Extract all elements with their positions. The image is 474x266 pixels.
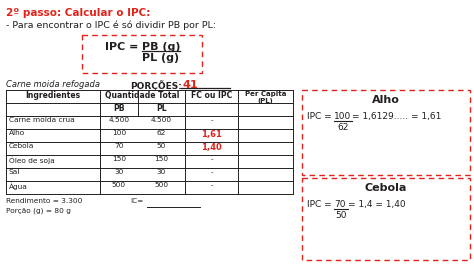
Text: Cebola: Cebola	[365, 183, 407, 193]
Text: PL (g): PL (g)	[143, 53, 180, 63]
Text: IPC =: IPC =	[307, 200, 335, 209]
Text: - Para encontrar o IPC é só dividir PB por PL:: - Para encontrar o IPC é só dividir PB p…	[6, 20, 216, 30]
Text: -: -	[210, 117, 213, 123]
Text: = 1,4 = 1,40: = 1,4 = 1,40	[348, 200, 406, 209]
Text: PORÇÕES:: PORÇÕES:	[130, 80, 182, 91]
Text: Rendimento = 3.300: Rendimento = 3.300	[6, 198, 82, 204]
Text: Óleo de soja: Óleo de soja	[9, 156, 55, 164]
Text: Cebola: Cebola	[9, 143, 35, 149]
Text: 500: 500	[112, 182, 126, 188]
Text: 1,40: 1,40	[201, 143, 222, 152]
Text: 1,61: 1,61	[201, 130, 222, 139]
Text: IPC =: IPC =	[307, 112, 335, 121]
Text: Quantidade Total: Quantidade Total	[105, 91, 180, 100]
Text: PB: PB	[113, 104, 125, 113]
Text: Carne moida crua: Carne moida crua	[9, 117, 75, 123]
Text: IPC =: IPC =	[105, 42, 142, 52]
Text: 100: 100	[112, 130, 126, 136]
Text: Alho: Alho	[9, 130, 25, 136]
Text: 150: 150	[155, 156, 169, 162]
Text: 100: 100	[334, 112, 351, 121]
Text: 30: 30	[114, 169, 124, 175]
Text: 2º passo: Calcular o IPC:: 2º passo: Calcular o IPC:	[6, 8, 150, 18]
Text: IC=: IC=	[130, 198, 143, 204]
Text: 50: 50	[335, 211, 347, 220]
Text: 41: 41	[183, 80, 199, 90]
Text: Porção (g) = 80 g: Porção (g) = 80 g	[6, 208, 71, 214]
Text: = 1,6129..... = 1,61: = 1,6129..... = 1,61	[352, 112, 441, 121]
Text: Água: Água	[9, 182, 28, 189]
Text: 150: 150	[112, 156, 126, 162]
Text: -: -	[210, 156, 213, 162]
Text: -: -	[210, 182, 213, 188]
Text: Carne moida refogada: Carne moida refogada	[6, 80, 100, 89]
Text: Alho: Alho	[372, 95, 400, 105]
Text: 30: 30	[157, 169, 166, 175]
Text: 62: 62	[157, 130, 166, 136]
Text: PB (g): PB (g)	[142, 42, 181, 52]
Text: -: -	[210, 169, 213, 175]
Text: 4.500: 4.500	[109, 117, 129, 123]
Text: PL: PL	[156, 104, 167, 113]
Text: 70: 70	[114, 143, 124, 149]
Text: Sal: Sal	[9, 169, 20, 175]
Text: Ingredientes: Ingredientes	[26, 91, 81, 100]
Text: 4.500: 4.500	[151, 117, 172, 123]
Text: 500: 500	[155, 182, 169, 188]
Text: 50: 50	[157, 143, 166, 149]
Text: 70: 70	[334, 200, 346, 209]
Text: 62: 62	[337, 123, 349, 132]
Text: Per Capita
(PL): Per Capita (PL)	[245, 91, 286, 105]
Text: FC ou IPC: FC ou IPC	[191, 91, 232, 100]
